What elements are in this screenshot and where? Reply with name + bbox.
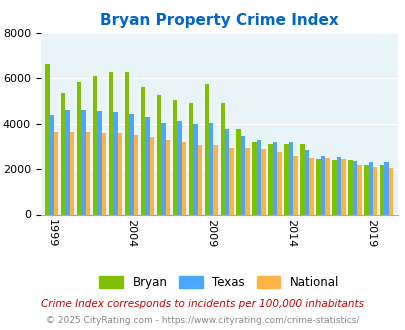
Bar [315, 159, 320, 214]
Bar [372, 167, 377, 214]
Bar [156, 95, 161, 214]
Bar [61, 93, 65, 214]
Bar [331, 160, 336, 214]
Bar [133, 135, 138, 214]
Bar [288, 142, 292, 214]
Bar [363, 165, 368, 214]
Bar [209, 123, 213, 214]
Bar [49, 115, 54, 214]
Bar [213, 145, 217, 214]
Text: Crime Index corresponds to incidents per 100,000 inhabitants: Crime Index corresponds to incidents per… [41, 299, 364, 309]
Bar [188, 103, 193, 214]
Bar [129, 114, 133, 214]
Bar [368, 162, 372, 214]
Bar [309, 158, 313, 214]
Bar [141, 87, 145, 214]
Bar [181, 142, 185, 214]
Bar [347, 160, 352, 214]
Bar [70, 132, 74, 214]
Bar [93, 76, 97, 214]
Bar [109, 72, 113, 214]
Bar [388, 168, 392, 214]
Bar [300, 144, 304, 214]
Bar [45, 64, 49, 214]
Bar [236, 129, 240, 214]
Bar [292, 155, 297, 214]
Bar [336, 157, 340, 214]
Bar [193, 124, 197, 214]
Bar [272, 142, 277, 214]
Text: © 2025 CityRating.com - https://www.cityrating.com/crime-statistics/: © 2025 CityRating.com - https://www.city… [46, 316, 359, 325]
Bar [197, 145, 202, 214]
Bar [86, 132, 90, 214]
Bar [324, 158, 329, 214]
Bar [224, 129, 229, 214]
Bar [161, 123, 165, 214]
Bar [304, 150, 309, 214]
Bar [379, 165, 384, 214]
Bar [356, 165, 360, 214]
Legend: Bryan, Texas, National: Bryan, Texas, National [94, 271, 343, 294]
Bar [65, 110, 70, 214]
Bar [149, 137, 154, 214]
Bar [54, 132, 58, 214]
Bar [384, 162, 388, 214]
Bar [252, 142, 256, 214]
Bar [261, 149, 265, 214]
Bar [117, 133, 122, 214]
Bar [177, 121, 181, 214]
Bar [268, 144, 272, 214]
Bar [113, 113, 117, 214]
Bar [102, 133, 106, 214]
Bar [256, 140, 261, 214]
Bar [284, 144, 288, 214]
Bar [81, 110, 86, 214]
Bar [97, 111, 102, 214]
Title: Bryan Property Crime Index: Bryan Property Crime Index [100, 13, 338, 28]
Bar [77, 82, 81, 214]
Bar [204, 84, 209, 214]
Bar [240, 136, 245, 214]
Bar [172, 100, 177, 214]
Bar [145, 117, 149, 214]
Bar [165, 140, 170, 214]
Bar [229, 148, 233, 214]
Bar [245, 148, 249, 214]
Bar [124, 72, 129, 214]
Bar [220, 103, 224, 214]
Bar [277, 152, 281, 214]
Bar [352, 161, 356, 214]
Bar [320, 155, 324, 214]
Bar [340, 159, 345, 214]
